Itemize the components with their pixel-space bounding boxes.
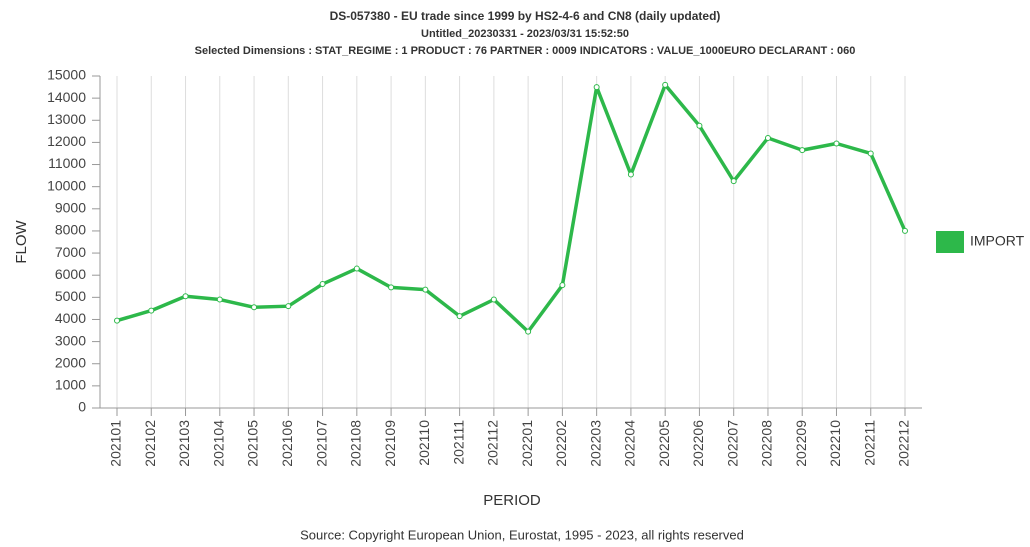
x-tick-label: 202106 [279, 420, 295, 467]
series-line [116, 83, 907, 334]
x-tick-label: 202212 [896, 420, 912, 467]
x-tick-label: 202205 [656, 420, 672, 467]
data-point [490, 296, 497, 303]
x-tick-label: 202204 [622, 420, 638, 467]
x-tick-label: 202109 [382, 420, 398, 467]
data-point [559, 282, 566, 289]
x-tick-label: 202108 [348, 420, 364, 467]
data-point [662, 81, 669, 88]
y-tick-label: 9000 [55, 200, 86, 216]
y-tick-label: 12000 [47, 133, 86, 149]
y-axis-label: FLOW [13, 219, 30, 263]
y-tick-label: 15000 [47, 67, 86, 83]
data-point [799, 147, 806, 154]
data-point [388, 284, 395, 291]
x-tick-label: 202202 [553, 420, 569, 467]
y-tick-label: 4000 [55, 310, 86, 326]
x-tick-label: 202211 [861, 420, 877, 466]
data-point [456, 313, 463, 320]
data-point [422, 286, 429, 293]
data-point [182, 293, 189, 300]
data-point [216, 296, 223, 303]
data-point [285, 303, 292, 310]
data-point [833, 140, 840, 147]
data-point [593, 84, 600, 91]
y-tick-label: 13000 [47, 111, 86, 127]
y-tick-label: 7000 [55, 244, 86, 260]
y-tick-label: 14000 [47, 89, 86, 105]
x-tick-label: 202104 [210, 420, 226, 467]
chart-subtitle: Untitled_20230331 - 2023/03/31 15:52:50 [421, 28, 629, 40]
x-tick-label: 202102 [142, 420, 158, 467]
y-tick-label: 2000 [55, 354, 86, 370]
data-point [867, 150, 874, 157]
x-tick-label: 202111 [450, 420, 466, 465]
dimensions: Selected Dimensions : STAT_REGIME : 1 PR… [195, 45, 856, 57]
data-point [114, 317, 120, 324]
data-point [696, 122, 703, 129]
x-tick-label: 202206 [690, 420, 706, 467]
data-point [251, 304, 258, 311]
y-tick-label: 3000 [55, 332, 86, 348]
legend-label: IMPORT [970, 233, 1025, 249]
y-tick-label: 10000 [47, 177, 86, 193]
y-tick-label: 0 [78, 399, 86, 415]
legend-swatch [936, 231, 964, 253]
x-tick-label: 202105 [245, 420, 261, 467]
y-tick-label: 1000 [55, 377, 86, 393]
y-tick-label: 6000 [55, 266, 86, 282]
x-tick-label: 202103 [176, 420, 192, 467]
chart-title: DS-057380 - EU trade since 1999 by HS2-4… [330, 9, 721, 23]
x-axis-label: PERIOD [483, 492, 541, 509]
data-point [764, 134, 771, 141]
source: Source: Copyright European Union, Eurost… [300, 527, 744, 542]
x-tick-label: 202201 [519, 420, 535, 467]
y-tick-label: 5000 [55, 288, 86, 304]
data-point [627, 171, 634, 178]
x-tick-label: 202210 [827, 420, 843, 467]
y-tick-label: 8000 [55, 222, 86, 238]
data-point [148, 307, 155, 314]
x-tick-label: 202203 [587, 420, 603, 467]
x-tick-label: 202107 [313, 420, 329, 467]
data-point [730, 178, 737, 185]
data-point [525, 328, 532, 335]
data-point [353, 265, 360, 272]
x-tick-label: 202208 [759, 420, 775, 467]
x-tick-label: 202207 [724, 420, 740, 467]
x-tick-label: 202110 [416, 420, 432, 466]
y-tick-label: 11000 [48, 155, 86, 171]
data-point [319, 281, 326, 288]
data-point [902, 227, 908, 234]
x-tick-label: 202112 [485, 420, 501, 466]
x-tick-label: 202209 [793, 420, 809, 467]
x-tick-label: 202101 [108, 420, 124, 467]
